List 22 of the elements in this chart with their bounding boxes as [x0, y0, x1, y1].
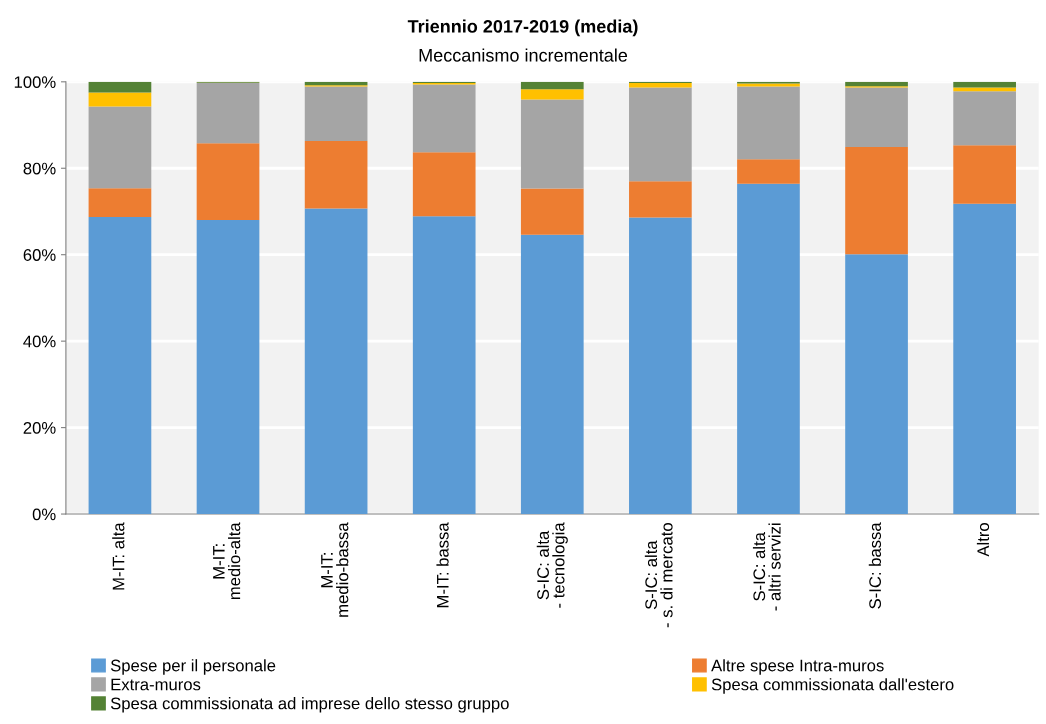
- y-tick-label: 40%: [23, 335, 56, 348]
- x-tick-label: S-IC: alta - s. di mercato: [644, 523, 673, 628]
- y-tick-label: 0%: [32, 508, 56, 521]
- x-tick-label: S-IC: alta - altri servizi: [752, 523, 781, 611]
- legend-label: Spesa commissionata ad imprese dello stesso gruppo: [110, 697, 509, 713]
- legend-label: Extra-muros: [111, 678, 201, 691]
- y-tick-label: 100%: [14, 76, 56, 89]
- x-tick-label: M-IT: bassa: [436, 522, 449, 608]
- legend-label: Spesa commissionata dall'estero: [711, 678, 954, 694]
- x-tick-label: S-IC: alta - tecnologia: [536, 522, 568, 608]
- legend-label: Spese per il personale: [110, 659, 276, 675]
- x-tick-label: Altro: [976, 523, 990, 557]
- y-tick-label: 20%: [23, 422, 56, 434]
- y-tick-label: 60%: [23, 249, 56, 261]
- x-tick-label: M-IT: medio-alta: [213, 522, 241, 600]
- legend-label: Altre spese Intra-muros: [711, 659, 884, 675]
- x-tick-label: M-IT: medio-bassa: [321, 522, 349, 617]
- chart-subtitle: Meccanismo incrementale: [419, 48, 628, 62]
- x-tick-label: S-IC: bassa: [868, 522, 882, 609]
- y-tick-label: 80%: [23, 162, 56, 175]
- x-tick-label: M-IT: alta: [112, 522, 125, 590]
- chart-title: Triennio 2017-2019 (media): [407, 19, 638, 37]
